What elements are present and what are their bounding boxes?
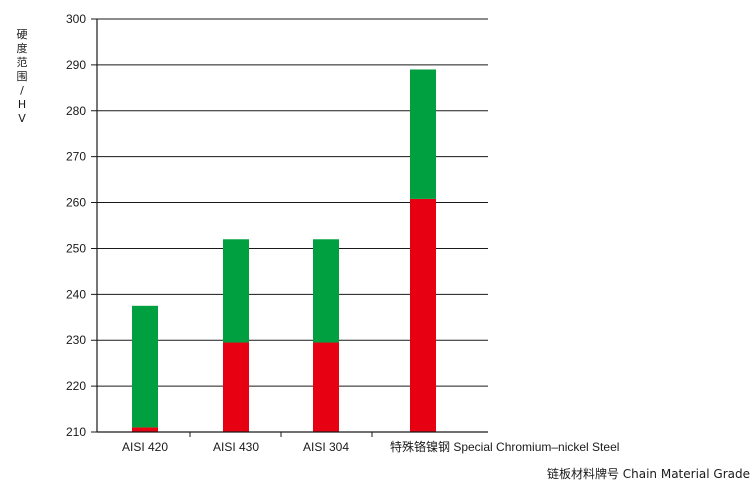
y-tick-280: 280 bbox=[66, 104, 86, 118]
x-category-0: AISI 420 bbox=[122, 440, 168, 454]
y-tick-230: 230 bbox=[66, 333, 86, 347]
bar-red-1 bbox=[223, 342, 249, 432]
bar-green-0 bbox=[132, 305, 158, 428]
y-label-char-1: 度 bbox=[17, 41, 28, 55]
y-tick-210: 210 bbox=[66, 425, 86, 439]
y-tick-260: 260 bbox=[66, 196, 86, 210]
x-category-labels: AISI 420 AISI 430 AISI 304 特殊铬镍钢 Special Ch… bbox=[122, 439, 619, 454]
y-tick-220: 220 bbox=[66, 379, 86, 393]
bars bbox=[132, 69, 436, 432]
bar-red-0 bbox=[132, 427, 158, 432]
x-axis-label: 链板材料牌号 Chain Material Grade bbox=[547, 466, 750, 481]
x-category-2: AISI 304 bbox=[303, 440, 349, 454]
x-category-1: AISI 430 bbox=[213, 440, 259, 454]
y-tick-270: 270 bbox=[66, 150, 86, 164]
y-tick-labels: 210 220 230 240 250 260 270 280 290 300 bbox=[66, 12, 86, 439]
y-label-char-6: V bbox=[18, 112, 26, 125]
x-category-3: 特殊铬镍钢 Special Chromium–nickel Steel bbox=[390, 439, 619, 454]
bar-green-2 bbox=[313, 239, 339, 343]
y-label-char-4: / bbox=[20, 84, 24, 97]
bar-green-1 bbox=[223, 239, 249, 343]
axes bbox=[96, 19, 488, 437]
y-tick-240: 240 bbox=[66, 287, 86, 301]
y-label-char-3: 围 bbox=[17, 70, 28, 83]
y-tick-300: 300 bbox=[66, 12, 86, 26]
bar-red-2 bbox=[313, 342, 339, 432]
y-tick-290: 290 bbox=[66, 58, 86, 72]
y-label-char-2: 范 bbox=[17, 55, 28, 69]
bar-red-3 bbox=[410, 198, 436, 432]
y-label-char-5: H bbox=[18, 98, 26, 111]
y-label-char-0: 硬 bbox=[17, 28, 28, 41]
bar-green-3 bbox=[410, 69, 436, 199]
y-tick-250: 250 bbox=[66, 241, 86, 255]
